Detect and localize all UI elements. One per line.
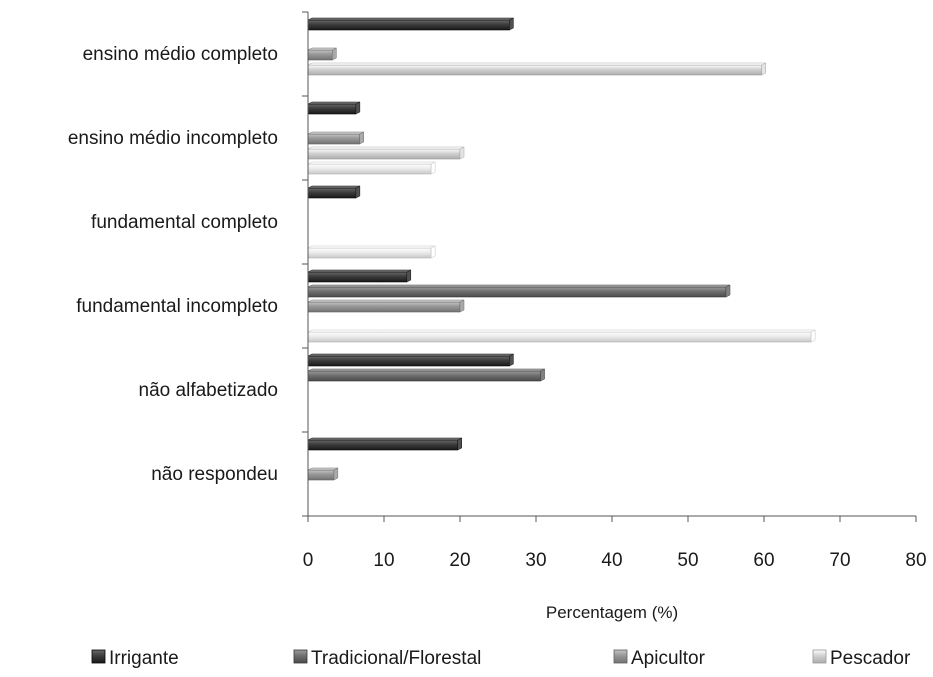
x-tick-label: 40 <box>601 550 622 571</box>
bars-group <box>307 17 816 481</box>
x-tick-label: 10 <box>373 550 394 571</box>
x-tick-label: 30 <box>525 550 546 571</box>
bar <box>307 467 339 481</box>
bar <box>307 131 364 145</box>
x-tick-label: 20 <box>449 550 470 571</box>
x-tick-label: 0 <box>303 550 314 571</box>
x-tick-label: 70 <box>829 550 850 571</box>
bar <box>307 284 731 298</box>
category-label: ensino médio incompleto <box>68 128 278 149</box>
category-label: fundamental completo <box>91 212 278 233</box>
bar <box>307 353 514 367</box>
bar <box>307 161 436 175</box>
category-labels: ensino médio completo ensino médio incomp… <box>68 44 278 485</box>
legend-label: Irrigante <box>109 648 179 669</box>
bar <box>307 146 465 160</box>
x-tick-label: 60 <box>753 550 774 571</box>
legend-label: Tradicional/Florestal <box>311 648 481 669</box>
legend-swatch <box>91 649 106 664</box>
category-label: não respondeu <box>151 464 278 485</box>
bar <box>307 17 514 31</box>
category-label: fundamental incompleto <box>76 296 278 317</box>
legend-swatch <box>293 649 308 664</box>
category-label: ensino médio completo <box>83 44 278 65</box>
x-tick-label: 80 <box>905 550 926 571</box>
legend-label: Apicultor <box>631 648 706 669</box>
bar <box>307 62 766 76</box>
bar <box>307 329 816 343</box>
category-label: não alfabetizado <box>139 380 278 401</box>
bar <box>307 47 337 61</box>
bar <box>307 368 545 382</box>
legend: Irrigante Tradicional/Florestal Apicultor P… <box>91 648 911 669</box>
bar <box>307 299 465 313</box>
bar <box>307 437 462 451</box>
bar <box>307 269 412 283</box>
legend-swatch <box>613 649 628 664</box>
legend-swatch <box>812 649 827 664</box>
x-ticks: 0 10 20 30 40 50 60 70 80 <box>303 516 927 571</box>
x-tick-label: 50 <box>677 550 698 571</box>
x-axis-title: Percentagem (%) <box>546 603 678 622</box>
legend-label: Pescador <box>830 648 911 669</box>
bar <box>307 185 361 199</box>
bar <box>307 101 361 115</box>
bar <box>307 245 436 259</box>
